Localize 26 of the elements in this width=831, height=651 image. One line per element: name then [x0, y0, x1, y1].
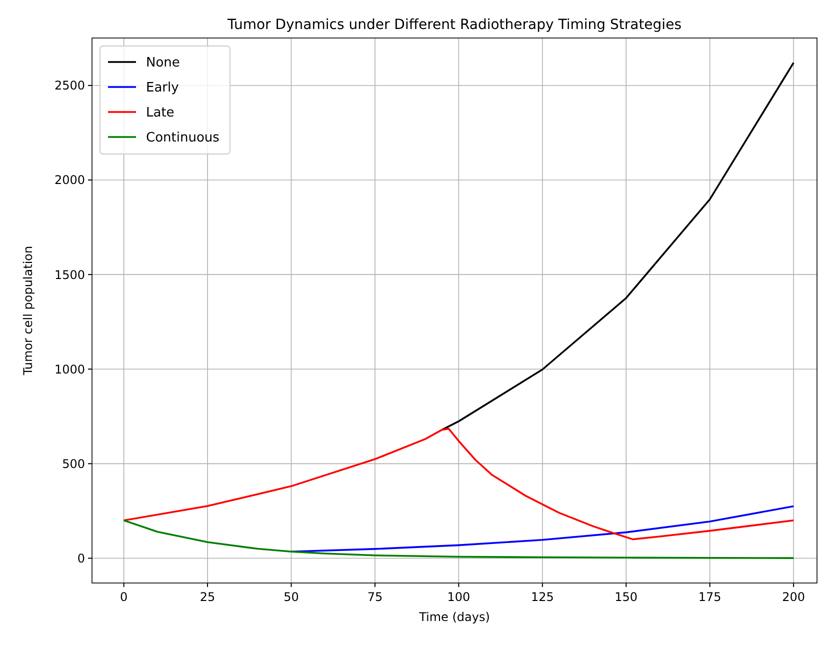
- x-tick-label: 175: [698, 590, 722, 604]
- y-tick-label: 500: [62, 456, 85, 471]
- legend-label: Continuous: [146, 130, 220, 146]
- legend-label: None: [146, 56, 180, 71]
- x-axis-title: Time (days): [418, 610, 490, 624]
- line-series: [290, 505, 794, 553]
- x-tick-label: 200: [782, 590, 806, 604]
- x-tick-label: 100: [447, 590, 470, 604]
- line-series: [122, 428, 794, 540]
- legend-label: Late: [146, 106, 174, 121]
- y-axis-title: Tumor cell population: [21, 246, 35, 376]
- legend-label: Early: [146, 80, 180, 96]
- chart-title: Tumor Dynamics under Different Radiotherapy Timing Strategies: [226, 17, 682, 33]
- line-series: [122, 520, 794, 559]
- x-tick-label: 75: [367, 590, 383, 604]
- x-tick-label: 150: [614, 590, 638, 604]
- y-tick-label: 1500: [54, 268, 85, 282]
- x-tick-label: 0: [120, 590, 128, 604]
- x-tick-label: 50: [284, 590, 299, 604]
- x-tick-label: 125: [530, 590, 554, 604]
- y-tick-label: 2000: [54, 173, 85, 188]
- x-tick-label: 25: [200, 590, 216, 604]
- y-tick-label: 0: [77, 551, 85, 566]
- line-series: [441, 62, 794, 431]
- y-tick-label: 2500: [54, 78, 85, 93]
- y-tick-label: 1000: [54, 362, 85, 376]
